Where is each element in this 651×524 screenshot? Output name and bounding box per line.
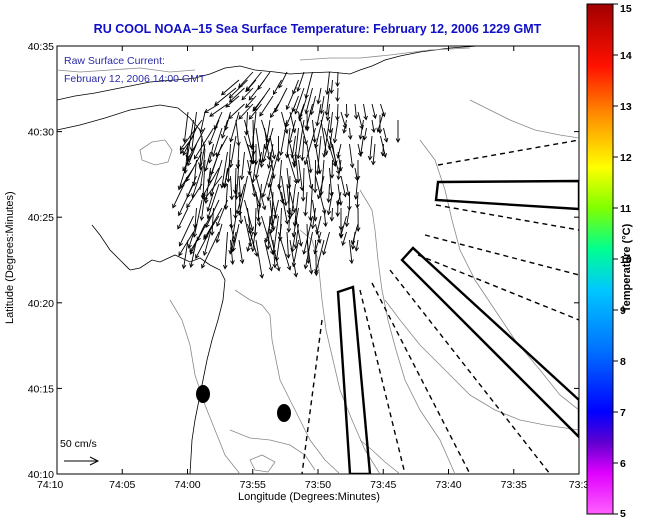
x-tick-label: 73:35: [501, 479, 527, 491]
y-tick-label: 40:20: [28, 298, 54, 310]
y-tick-label: 40:25: [28, 212, 54, 224]
colorbar-tick-label: 12: [620, 152, 632, 164]
station-marker-east: [277, 404, 291, 422]
y-tick-label: 40:10: [28, 469, 54, 481]
colorbar: [587, 4, 613, 514]
colorbar-tick-label: 6: [620, 458, 626, 470]
x-tick-label: 73:50: [305, 479, 331, 491]
x-tick-label: 74:00: [174, 479, 200, 491]
y-tick-label: 40:30: [28, 127, 54, 139]
station-marker-west: [196, 385, 210, 403]
colorbar-tick-label: 14: [620, 50, 632, 62]
colorbar-tick-label: 5: [620, 508, 626, 519]
colorbar-tick-label: 15: [620, 3, 632, 15]
x-tick-label: 74:05: [109, 479, 135, 491]
map-title: RU COOL NOAA–15 Sea Surface Temperature:…: [50, 22, 585, 36]
x-tick-label: 73:40: [435, 479, 461, 491]
current-time: February 12, 2006 14:00 GMT: [64, 73, 205, 85]
x-tick-label: 73:55: [240, 479, 266, 491]
y-tick-label: 40:15: [28, 383, 54, 395]
y-axis-label: Latitude (Degrees:Minutes): [4, 204, 16, 324]
y-tick-label: 40:35: [28, 41, 54, 53]
x-tick-label: 73:3: [569, 479, 590, 491]
current-label: Raw Surface Current:: [64, 55, 165, 67]
x-tick-label: 73:45: [370, 479, 396, 491]
colorbar-tick-label: 13: [620, 101, 632, 113]
colorbar-label: Temperature (°C): [621, 193, 633, 343]
scale-label: 50 cm/s: [60, 438, 97, 450]
colorbar-tick-label: 7: [620, 407, 626, 419]
colorbar-tick-label: 8: [620, 356, 626, 368]
x-axis-label: Longitude (Degrees:Minutes): [238, 491, 380, 503]
